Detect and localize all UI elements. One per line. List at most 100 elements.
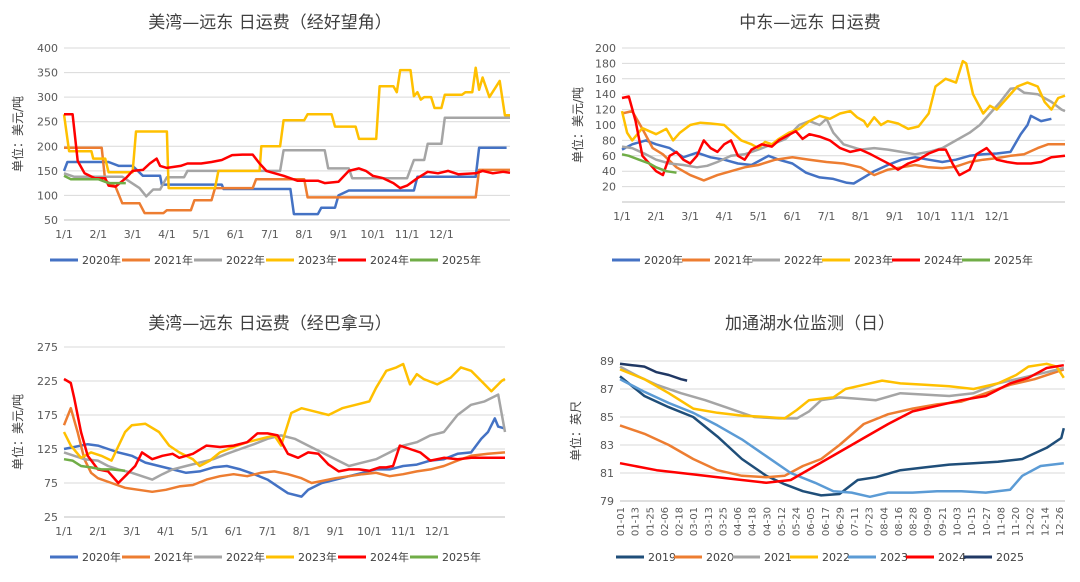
y-axis-label: 单位：美元/吨 [570,87,585,163]
y-tick-label: 79 [600,495,614,508]
series-line-2024年 [621,95,1066,177]
legend-label: 2020年 [82,550,121,564]
series-line-2025年 [621,153,677,174]
x-tick-label: 9/1 [886,210,904,223]
legend-label: 2021年 [154,550,193,564]
x-tick-label: 08-28 [909,507,920,536]
series-line-2020 [619,368,1065,479]
panel-gulf-fareast-cape: 美湾—远东 日运费（经好望角） 50 100 150 200 250 300 350 400 1… [0,0,540,289]
x-tick-label: 11/1 [950,210,975,223]
series-line-2020年 [62,146,507,216]
x-tick-label: 2/1 [89,525,107,538]
y-tick-label: 300 [37,91,58,104]
x-tick-label: 8/1 [295,228,313,241]
series-line-2024 [619,363,1065,485]
x-tick-label: 01-13 [631,507,642,536]
x-tick-label: 4/1 [715,210,733,223]
x-tick-label: 05-12 [777,507,788,536]
y-tick-label: 250 [37,116,58,129]
x-tick-label: 09-21 [938,507,949,536]
x-tick-label: 3/1 [681,210,699,223]
x-tick-label: 2/1 [89,228,107,241]
x-tick-label: 11-08 [996,507,1007,536]
y-tick-label: 83 [600,439,614,452]
series-line-2025年 [63,457,126,473]
legend-label: 2021年 [714,253,753,267]
x-tick-label: 9/1 [330,228,348,241]
x-tick-label: 1/1 [55,525,73,538]
chart-title: 中东—远东 日运费 [739,13,881,33]
y-tick-label: 20 [602,181,616,194]
x-tick-label: 12-26 [1055,507,1066,536]
x-tick-label: 06-29 [835,507,846,536]
y-axis-label: 单位：美元/吨 [10,96,25,172]
x-tick-label: 4/1 [157,525,175,538]
x-tick-label: 10/1 [916,210,941,223]
x-tick-label: 08-04 [879,507,890,536]
x-tick-label: 6/1 [225,525,243,538]
y-tick-label: 160 [595,73,616,86]
legend-label: 2025 [996,551,1024,564]
x-tick-label: 02-18 [675,507,686,536]
legend-label: 2025年 [442,253,481,267]
legend-label: 2020年 [82,253,121,267]
x-tick-label: 09-09 [923,507,934,536]
legend-label: 2022年 [784,253,823,267]
x-tick-label: 1/1 [55,228,73,241]
legend-label: 2024年 [370,550,409,564]
y-tick-label: 100 [595,119,616,132]
series-line-2023年 [620,59,1066,150]
x-tick-label: 06-17 [821,507,832,536]
x-tick-label: 11/1 [395,228,420,241]
series-line-2022 [619,362,1065,420]
panel-mideast-fareast: 中东—远东 日运费 20 40 60 80 100 120 140 160 180 200 1/1 2… [540,0,1080,289]
x-tick-label: 02-06 [660,507,671,536]
series-line-2019 [619,375,1066,497]
x-tick-label: 3/1 [124,228,142,241]
y-tick-label: 225 [37,375,58,388]
y-tick-label: 120 [595,104,616,117]
x-tick-label: 12/1 [429,228,454,241]
legend-label: 2022年 [226,550,265,564]
x-tick-label: 12/1 [425,525,450,538]
series-line-2025年 [63,174,126,185]
x-tick-label: 6/1 [784,210,802,223]
y-tick-label: 89 [600,355,614,368]
legend-label: 2024年 [370,253,409,267]
x-tick-label: 04-18 [748,507,759,536]
x-tick-label: 7/1 [818,210,836,223]
x-tick-label: 2/1 [647,210,665,223]
legend-label: 2025年 [994,253,1033,267]
x-tick-label: 11/1 [391,525,416,538]
x-tick-label: 04-06 [733,507,744,536]
x-tick-label: 08-16 [894,507,905,536]
y-axis-label: 单位：英尺 [568,401,583,461]
x-tick-label: 07-23 [865,507,876,536]
x-tick-label: 04-30 [762,507,773,536]
x-tick-label: 11-20 [1011,507,1022,536]
panel-gatun-lake-level: 加通湖水位监测（日） 79 81 83 85 87 89 01-01 01-13 01-25 02… [540,289,1080,578]
y-tick-label: 100 [37,189,58,202]
x-tick-label: 5/1 [192,228,210,241]
x-tick-label: 5/1 [749,210,767,223]
x-tick-label: 10-15 [967,507,978,536]
y-tick-label: 81 [600,467,614,480]
series-line-2021年 [621,109,1065,182]
y-tick-label: 150 [37,165,58,178]
chart-title: 美湾—远东 日运费（经巴拿马） [148,314,392,334]
chart-mideast-fareast: 20 40 60 80 100 120 140 160 180 200 1/1 2/1 3/1 4/1 5/… [570,42,1066,267]
x-tick-label: 8/1 [293,525,311,538]
series-line-2025 [619,362,688,382]
y-tick-label: 400 [37,42,58,55]
x-tick-label: 7/1 [259,525,277,538]
x-tick-label: 3/1 [123,525,141,538]
legend-label: 2024年 [924,253,963,267]
legend-label: 2023年 [298,550,337,564]
y-tick-label: 350 [37,67,58,80]
legend-label: 2021年 [154,253,193,267]
x-tick-label: 1/1 [613,210,631,223]
x-tick-label: 12-14 [1040,507,1051,536]
y-tick-label: 87 [600,383,614,396]
chart-title: 美湾—远东 日运费（经好望角） [148,13,392,33]
